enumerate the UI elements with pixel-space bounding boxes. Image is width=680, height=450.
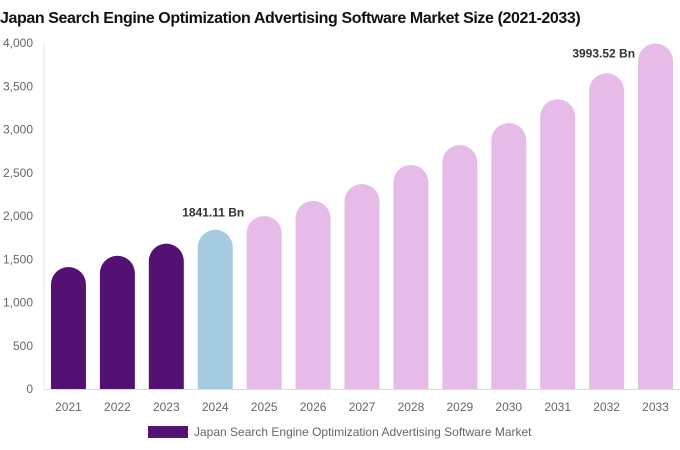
x-tick-label: 2024 xyxy=(202,400,229,414)
x-tick-label: 2029 xyxy=(446,400,473,414)
bar-2024 xyxy=(197,229,233,389)
y-tick-label: 1,500 xyxy=(3,252,33,266)
x-tick-label: 2032 xyxy=(593,400,620,414)
x-tick-label: 2027 xyxy=(349,400,376,414)
x-tick-label: 2030 xyxy=(495,400,522,414)
bar-2028 xyxy=(393,164,429,389)
bar-2033 xyxy=(638,43,674,390)
y-tick-label: 3,000 xyxy=(3,123,33,137)
legend: Japan Search Engine Optimization Adverti… xyxy=(148,425,532,439)
legend-swatch xyxy=(148,426,188,438)
chart-title: Japan Search Engine Optimization Adverti… xyxy=(0,10,581,27)
y-tick-label: 1,000 xyxy=(3,296,33,310)
bar-2029 xyxy=(442,145,478,389)
y-tick-label: 2,500 xyxy=(3,166,33,180)
x-tick-label: 2022 xyxy=(104,400,131,414)
bar-2022 xyxy=(99,255,135,389)
x-tick-label: 2031 xyxy=(544,400,571,414)
bar-2023 xyxy=(148,243,184,389)
bar-2026 xyxy=(295,200,331,389)
bar-2030 xyxy=(491,123,527,389)
x-tick-label: 2023 xyxy=(153,400,180,414)
y-tick-label: 0 xyxy=(26,382,33,396)
x-tick-label: 2021 xyxy=(55,400,82,414)
y-tick-label: 500 xyxy=(13,339,33,353)
bar-2021 xyxy=(50,267,86,389)
x-tick-label: 2033 xyxy=(642,400,669,414)
bar-2027 xyxy=(344,183,380,389)
data-label: 3993.52 Bn xyxy=(572,47,635,61)
y-tick-label: 3,500 xyxy=(3,79,33,93)
legend-label: Japan Search Engine Optimization Adverti… xyxy=(194,425,532,439)
bar-2032 xyxy=(589,73,625,390)
x-tick-label: 2028 xyxy=(398,400,425,414)
x-tick-label: 2026 xyxy=(300,400,327,414)
y-tick-label: 2,000 xyxy=(3,209,33,223)
x-tick-label: 2025 xyxy=(251,400,278,414)
bar-2031 xyxy=(540,99,576,389)
y-tick-label: 4,000 xyxy=(3,36,33,50)
data-label: 1841.11 Bn xyxy=(182,206,244,220)
bar-2025 xyxy=(246,216,282,389)
